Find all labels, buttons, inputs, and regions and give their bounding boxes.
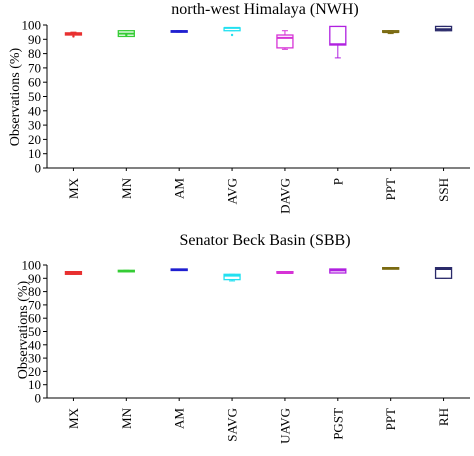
box-am [170,30,188,33]
y-tick-label: 80 [28,46,41,61]
y-tick-label: 40 [28,337,41,352]
box-ssh [434,25,453,32]
x-tick-label: MX [66,407,81,429]
box-uavg [276,270,294,274]
x-tick-label: PGST [330,408,345,440]
box-pgst [329,268,347,274]
y-tick-label: 90 [28,32,41,47]
x-tick-label: AM [172,408,187,429]
y-tick-label: 20 [28,364,41,379]
x-tick-label: MN [119,177,134,199]
x-tick-labels: MX MN AM AVG DAVG P PPT SSH [66,168,451,214]
box-p [329,25,347,59]
y-tick-label: 30 [28,118,41,133]
panel-nwh: north-west Himalaya (NWH) Observations (… [8,1,470,214]
outlier-point [72,35,75,38]
x-tick-label: AVG [225,178,240,205]
outlier-point [125,33,128,37]
box-ppt [382,30,400,35]
box-mn [117,269,135,273]
x-tick-label: UAVG [277,408,292,444]
y-tick-label: 10 [28,146,41,161]
y-tick-label: 60 [28,311,41,326]
y-tick-label: 50 [28,89,41,104]
box-avg [223,26,241,37]
x-tick-label: MX [66,177,81,199]
chart-title: Senator Beck Basin (SBB) [179,232,350,249]
x-tick-label: PPT [383,178,398,200]
y-tick-label: 90 [28,271,41,286]
x-tick-label: PPT [383,408,398,430]
y-tick-label: 0 [35,391,42,406]
chart-title: north-west Himalaya (NWH) [171,1,359,18]
box [329,25,347,46]
box-mn [117,30,135,38]
box [434,267,453,279]
y-tick-label: 40 [28,103,41,118]
y-axis-label: Observations (%) [8,47,23,146]
y-tick-label: 0 [35,161,42,176]
x-tick-label: DAVG [277,178,292,214]
y-tick-label: 10 [28,377,41,392]
box-davg [276,30,294,50]
y-tick-label: 60 [28,75,41,90]
y-tick-label: 100 [22,18,42,33]
y-tick-label: 20 [28,132,41,147]
box-savg [223,273,241,282]
y-tick-label: 80 [28,284,41,299]
outlier-point [230,33,234,37]
box [223,273,241,281]
box-rh [434,267,453,279]
panel-sbb: Senator Beck Basin (SBB) Observations (%… [16,232,470,444]
x-tick-label: MN [119,407,134,429]
x-tick-label: P [330,178,345,185]
x-tick-labels: MX MN AM SAVG UAVG PGST PPT RH [66,398,451,444]
box-plots [64,25,453,59]
box-ppt [382,267,400,270]
box-am [170,268,188,272]
y-tick-label: 30 [28,351,41,366]
x-tick-label: SAVG [225,408,240,442]
y-tick-label: 70 [28,297,41,312]
box-mx [64,270,83,275]
box-plots [64,267,453,282]
x-tick-label: SSH [436,178,451,202]
y-tick-label: 70 [28,60,41,75]
y-tick-label: 100 [22,258,42,273]
y-axis-label: Observations (%) [16,280,31,379]
x-tick-label: RH [436,408,451,426]
box-mx [64,31,83,38]
y-tick-label: 50 [28,324,41,339]
x-tick-label: AM [172,178,187,199]
